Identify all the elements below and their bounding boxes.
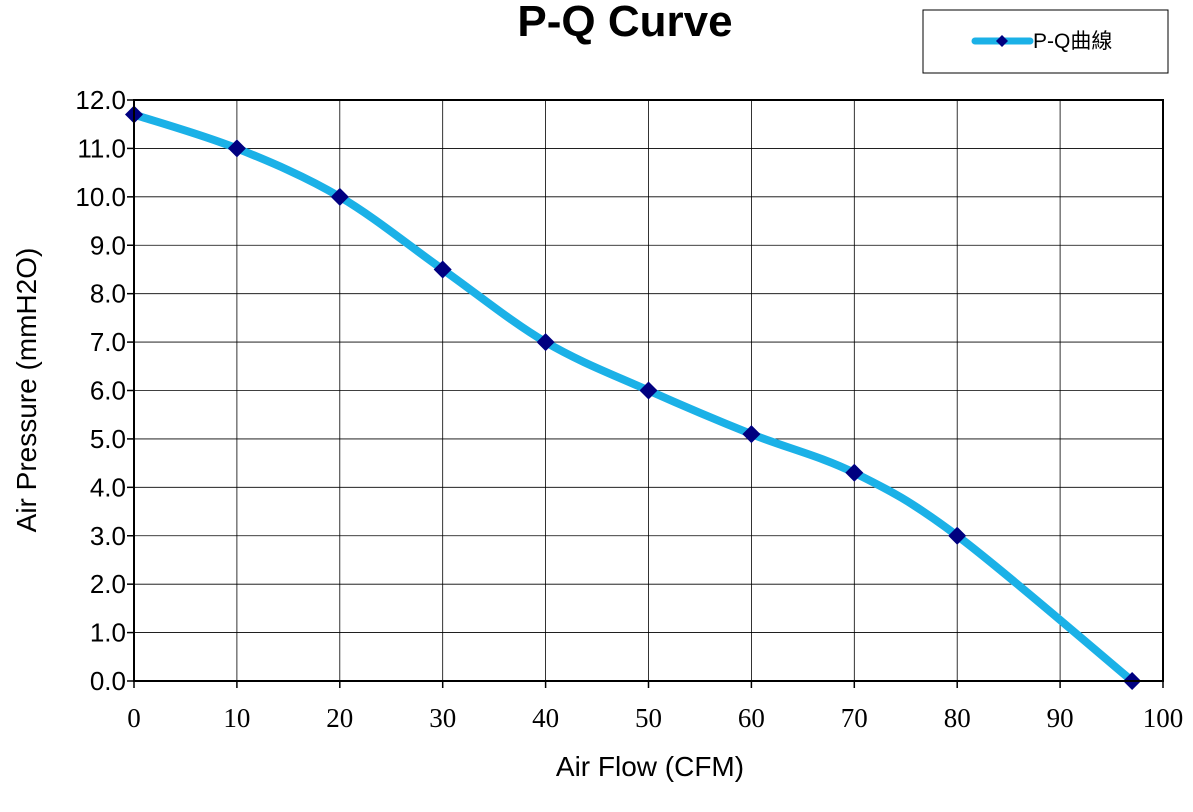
y-tick-label: 11.0	[77, 133, 126, 163]
y-tick-label: 6.0	[90, 376, 126, 406]
y-tick-label: 7.0	[90, 327, 126, 357]
x-axis-title: Air Flow (CFM)	[556, 751, 744, 782]
x-tick-label: 20	[326, 703, 353, 733]
y-tick-label: 12.0	[75, 85, 126, 115]
data-point-marker	[742, 425, 761, 444]
data-point-marker	[845, 463, 864, 482]
plot-area-frame	[133, 99, 1164, 682]
chart-title: P-Q Curve	[517, 0, 732, 46]
y-tick-label: 2.0	[90, 569, 126, 599]
legend-box	[922, 9, 1169, 74]
x-axis-ticks: 0 10 20 30 40 50 60 70 80 90 100	[127, 681, 1183, 733]
x-tick-label: 30	[429, 703, 456, 733]
x-tick-label: 80	[944, 703, 971, 733]
data-point-marker	[948, 526, 967, 545]
x-tick-label: 70	[841, 703, 868, 733]
y-tick-label: 5.0	[90, 424, 126, 454]
x-tick-label: 40	[532, 703, 559, 733]
x-tick-label: 90	[1047, 703, 1074, 733]
x-tick-label: 60	[738, 703, 765, 733]
y-axis-ticks: 0.0 1.0 2.0 3.0 4.0 5.0 6.0 7.0 8.0 9.0 10.0 11.0 12…	[75, 85, 134, 696]
data-point-marker	[639, 381, 658, 400]
data-point-marker	[227, 139, 246, 158]
y-tick-label: 8.0	[90, 279, 126, 309]
legend-label: P-Q曲線	[1033, 30, 1112, 53]
series-line	[130, 110, 1137, 685]
x-tick-label: 50	[635, 703, 662, 733]
data-point-marker	[433, 260, 452, 279]
x-tick-label: 100	[1143, 703, 1184, 733]
legend-marker-swatch	[996, 35, 1008, 47]
y-tick-label: 10.0	[75, 182, 126, 212]
data-point-marker	[536, 333, 555, 352]
y-axis-title: Air Pressure (mmH2O)	[11, 248, 42, 533]
legend: P-Q曲線	[922, 9, 1169, 74]
data-point-marker	[330, 187, 349, 206]
y-tick-label: 1.0	[90, 618, 126, 648]
x-tick-label: 10	[223, 703, 250, 733]
series-group	[125, 105, 1142, 690]
y-tick-label: 9.0	[90, 230, 126, 260]
y-tick-label: 3.0	[90, 521, 126, 551]
y-tick-label: 4.0	[90, 472, 126, 502]
y-tick-label: 0.0	[90, 666, 126, 696]
x-tick-label: 0	[127, 703, 141, 733]
